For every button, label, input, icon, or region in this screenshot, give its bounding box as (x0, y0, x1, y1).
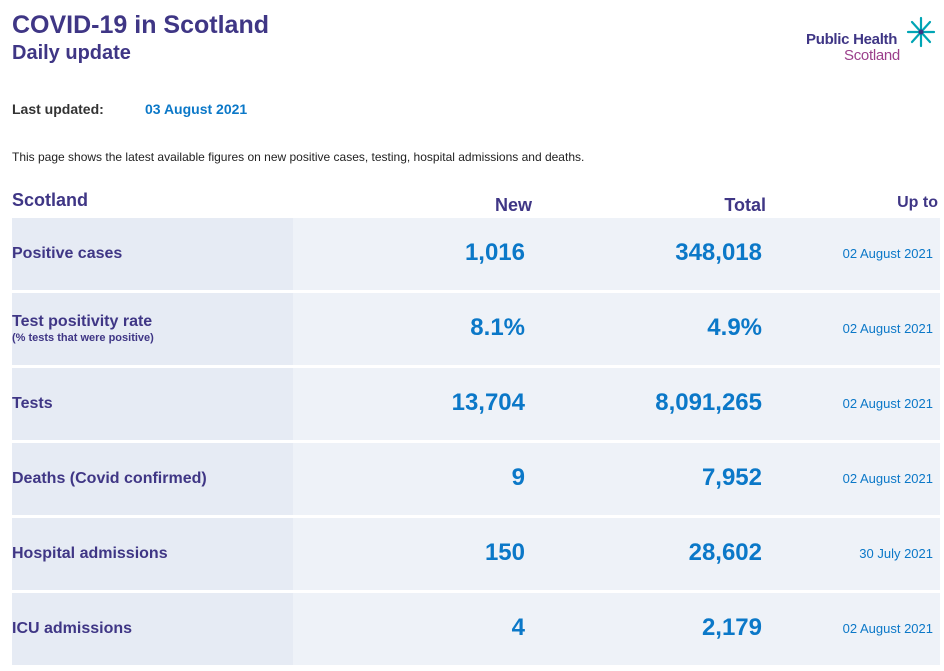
row-label: Tests (12, 395, 53, 412)
row-label: Positive cases (12, 245, 123, 262)
page-subtitle: Daily update (12, 42, 131, 64)
row-up-to-date: 02 August 2021 (842, 471, 933, 486)
row-up-to-date: 30 July 2021 (859, 546, 933, 561)
row-new-value: 9 (511, 464, 525, 491)
row-label-cell (12, 368, 293, 440)
last-updated-label: Last updated: (12, 101, 104, 117)
row-up-to-date: 02 August 2021 (842, 621, 933, 636)
logo-text-line1: Public Health (806, 31, 898, 48)
row-label-cell (12, 218, 293, 290)
row-up-to-date: 02 August 2021 (842, 246, 933, 261)
logo-text-line2: Scotland (844, 47, 900, 64)
table-row-test-positivity-rate: Test positivity rate (% tests that were … (12, 293, 940, 365)
row-up-to-date: 02 August 2021 (842, 396, 933, 411)
row-label-cell (12, 518, 293, 590)
star-icon (906, 16, 936, 48)
table-row-deaths: Deaths (Covid confirmed) 9 7,952 02 Augu… (12, 443, 940, 515)
column-header-total: Total (724, 195, 766, 215)
row-label-cell (12, 293, 293, 365)
row-sublabel: (% tests that were positive) (12, 332, 154, 344)
row-total-value: 348,018 (675, 239, 762, 266)
public-health-scotland-logo: Public Health Scotland (804, 16, 944, 68)
column-header-up-to: Up to (897, 194, 938, 211)
row-label: ICU admissions (12, 620, 133, 637)
row-total-value: 8,091,265 (655, 389, 762, 416)
row-total-value: 7,952 (701, 464, 762, 491)
page-title: COVID-19 in Scotland (12, 11, 269, 39)
table-row-icu-admissions: ICU admissions 4 2,179 02 August 2021 (12, 593, 940, 665)
row-label-cell (12, 443, 293, 515)
last-updated-date: 03 August 2021 (145, 101, 248, 117)
row-new-value: 1,016 (464, 239, 525, 266)
table-row-positive-cases: Positive cases 1,016 348,018 02 August 2… (12, 218, 940, 290)
intro-text: This page shows the latest available fig… (12, 150, 585, 164)
row-new-value: 13,704 (451, 389, 525, 416)
row-label: Hospital admissions (12, 545, 168, 562)
row-total-value: 4.9% (707, 314, 762, 341)
row-new-value: 8.1% (470, 314, 525, 341)
row-new-value: 150 (484, 539, 525, 566)
row-label: Deaths (Covid confirmed) (12, 470, 207, 487)
row-total-value: 2,179 (701, 614, 762, 641)
table-row-hospital-admissions: Hospital admissions 150 28,602 30 July 2… (12, 518, 940, 590)
row-up-to-date: 02 August 2021 (842, 321, 933, 336)
stats-table: Positive cases 1,016 348,018 02 August 2… (12, 218, 940, 668)
column-header-new: New (494, 195, 532, 215)
table-row-tests: Tests 13,704 8,091,265 02 August 2021 (12, 368, 940, 440)
row-label: Test positivity rate (12, 313, 153, 330)
row-new-value: 4 (511, 614, 525, 641)
row-label-cell (12, 593, 293, 665)
row-total-value: 28,602 (688, 539, 762, 566)
column-header-region: Scotland (12, 190, 89, 210)
